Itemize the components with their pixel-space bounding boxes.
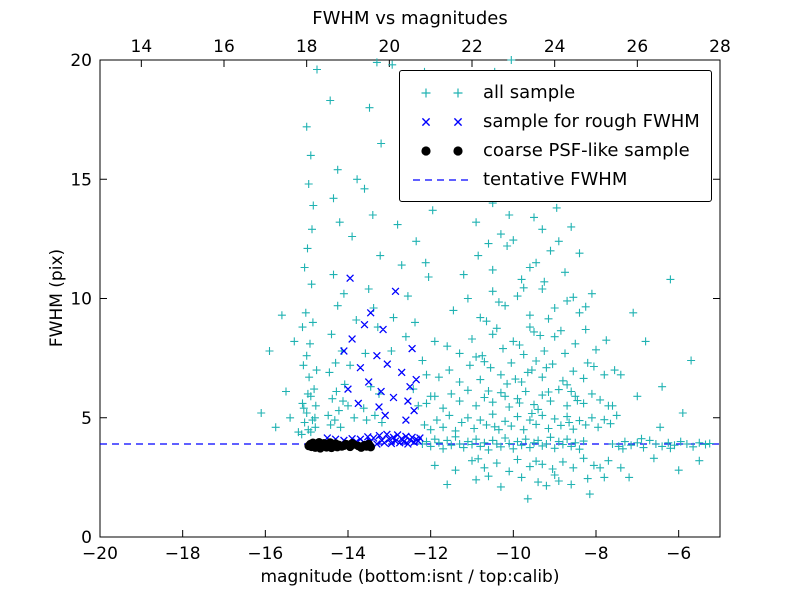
legend: all sample sample for rough FWHM coarse PS… <box>399 70 712 202</box>
bottom-tick-label: −12 <box>413 544 449 564</box>
top-tick-label: 14 <box>131 37 153 57</box>
top-tick-label: 20 <box>379 37 401 57</box>
legend-marker-x <box>421 117 463 126</box>
y-tick-label: 0 <box>81 528 92 548</box>
chart-title: FWHM vs magnitudes <box>312 8 508 29</box>
legend-entry: all sample <box>410 78 705 107</box>
legend-marker-circle <box>421 145 463 156</box>
legend-label: tentative FWHM <box>483 169 628 190</box>
y-tick-label: 20 <box>70 51 92 71</box>
legend-label: sample for rough FWHM <box>483 111 700 132</box>
top-tick-label: 26 <box>627 37 649 57</box>
top-tick-label: 16 <box>213 37 235 57</box>
y-tick-label: 10 <box>70 290 92 310</box>
legend-label: coarse PSF-like sample <box>483 140 690 161</box>
bottom-tick-label: −20 <box>82 544 118 564</box>
series-coarse-psf-like-sample <box>304 438 376 453</box>
x-axis-label: magnitude (bottom:isnt / top:calib) <box>260 567 560 587</box>
legend-entry: coarse PSF-like sample <box>410 136 705 165</box>
legend-entry: tentative FWHM <box>410 165 705 194</box>
legend-marker-dashed-line <box>413 178 471 181</box>
y-tick-label: 15 <box>70 170 92 190</box>
top-tick-label: 28 <box>709 37 731 57</box>
top-tick-label: 22 <box>461 37 483 57</box>
bottom-tick-label: −18 <box>165 544 201 564</box>
legend-marker-plus <box>421 88 463 97</box>
top-tick-label: 18 <box>296 37 318 57</box>
legend-entry: sample for rough FWHM <box>410 107 705 136</box>
axis-ticks <box>99 59 721 538</box>
y-tick-label: 5 <box>81 409 92 429</box>
legend-label: all sample <box>483 82 576 103</box>
bottom-tick-label: −10 <box>495 544 531 564</box>
bottom-tick-label: −16 <box>247 544 283 564</box>
bottom-tick-label: −6 <box>666 544 691 564</box>
bottom-tick-label: −8 <box>583 544 608 564</box>
bottom-tick-label: −14 <box>330 544 366 564</box>
top-tick-label: 24 <box>544 37 566 57</box>
